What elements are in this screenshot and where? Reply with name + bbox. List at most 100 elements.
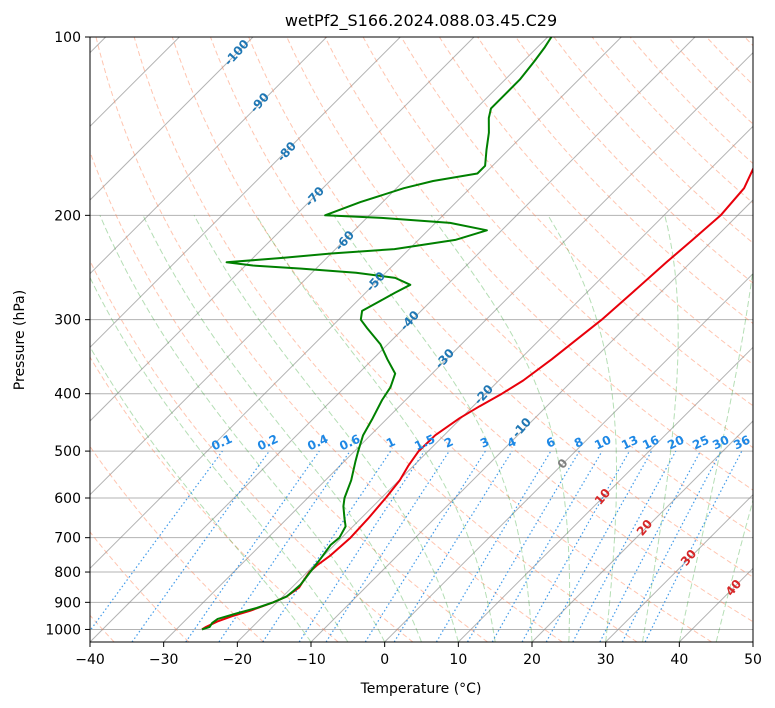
dry-adiabat-line [95,37,563,642]
y-tick-label: 300 [54,313,81,329]
isotherm-line [90,37,696,642]
moist-adiabat-line [193,215,459,642]
dry-adiabat-line [90,356,339,642]
dewpoint-profile-line [201,37,553,631]
isotherm-line [457,346,753,642]
dry-adiabat-label: -50 [363,269,388,294]
moist-adiabat-line [333,215,533,642]
isotherm-line [384,272,753,642]
moist-adiabat-line [90,276,349,642]
moist-adiabat-line [715,498,753,642]
mixing-ratio-line [466,450,580,642]
y-axis-label: Pressure (hPa) [12,290,28,390]
dry-adiabat-line [90,531,190,642]
isotherm-line [90,37,401,349]
dry-adiabat-line [90,259,414,642]
dry-adiabat-line [90,445,264,642]
mixing-ratio-line [572,450,677,642]
isotherm-line [605,493,753,642]
moist-adiabat-line [430,215,571,642]
dry-adiabat-line [90,150,488,642]
moist-adiabat-line [142,215,422,642]
y-tick-label: 100 [54,30,81,46]
mixing-ratio-line [185,450,320,642]
dry-adiabat-line [477,37,753,325]
isotherm-line [90,37,622,570]
y-tick-label: 200 [54,208,81,224]
x-axis-label: Temperature (°C) [360,681,482,697]
mixing-ratio-label: 0.4 [305,432,330,454]
isotherm-line [90,37,254,201]
mixing-ratio-line [131,450,270,642]
dry-adiabat-line [248,37,753,578]
dry-adiabat-line [744,37,753,47]
moist-adiabat-line [547,215,617,642]
dry-adiabat-line [591,37,753,204]
dry-adiabat-line [210,37,753,623]
isotherm-line [163,51,753,642]
dry-adiabat-label: -30 [432,346,457,371]
x-tick-label: −40 [75,652,105,668]
isotherm-line [752,641,753,642]
mixing-ratio-line [644,450,743,642]
isotherm-line [90,37,549,496]
y-tick-label: 900 [54,595,81,611]
dry-adiabat-line [133,37,638,642]
x-tick-label: 30 [597,652,615,668]
dry-adiabat-line [362,37,753,449]
mixing-ratio-label: 36 [731,433,752,453]
mixing-ratio-label: 0.2 [255,432,280,454]
x-tick-label: −30 [149,652,179,668]
mixing-ratio-label: 25 [690,433,711,453]
x-tick-label: −20 [223,652,253,668]
mixing-ratio-line [325,450,450,642]
dry-adiabat-label: -20 [471,382,496,407]
isotherm-line [90,37,328,275]
y-tick-label: 700 [54,531,81,547]
mixing-ratio-line [545,450,653,642]
mixing-ratio-line [262,450,392,642]
x-tick-label: 40 [670,652,688,668]
dry-adiabat-label: -100 [221,37,251,69]
isotherm-line [90,37,475,422]
mixing-ratio-label: 30 [710,433,731,453]
moist-adiabat-label: 20 [634,517,655,539]
moist-adiabat-label: 10 [592,486,613,508]
dry-adiabat-label: -90 [247,90,272,115]
mixing-ratio-line [90,450,223,632]
dry-adiabat-line [324,37,753,491]
isotherm-line [531,420,753,642]
chart-title: wetPf2_S166.2024.088.03.45.C29 [285,11,557,31]
mixing-ratio-label: 10 [592,433,613,453]
mixing-ratio-label: 16 [640,433,661,453]
mixing-ratio-line [621,450,722,642]
moist-adiabat-line [642,215,679,642]
dry-adiabat-line [286,37,753,534]
dry-adiabat-label: -80 [274,139,299,164]
mixing-ratio-label: 13 [619,433,640,453]
mixing-ratio-label: 3 [478,434,491,450]
moist-adiabat-line [90,345,312,642]
isotherm-line [236,125,753,642]
x-tick-label: 50 [744,652,762,668]
y-tick-label: 800 [54,565,81,581]
y-tick-label: 1000 [45,622,81,638]
mixing-ratio-label: 2 [442,434,455,450]
x-tick-label: −10 [296,652,326,668]
moist-adiabat-line [255,215,496,642]
x-tick-label: 0 [380,652,389,668]
x-tick-label: 20 [523,652,541,668]
mixing-ratio-line [298,450,425,642]
moist-adiabat-label: 30 [678,547,699,569]
dry-adiabat-line [400,37,753,407]
dry-adiabat-line [515,37,753,284]
mixing-ratio-label: 0.1 [209,432,234,454]
mixing-ratio-label: 1.5 [412,432,437,454]
mixing-ratio-label: 20 [665,433,686,453]
dry-adiabat-line [171,37,712,642]
moist-adiabat-line [678,265,753,642]
mixing-ratio-line [521,450,631,642]
mixing-ratio-line [218,450,351,642]
dry-adiabat-line [438,37,753,365]
y-tick-label: 600 [54,491,81,507]
